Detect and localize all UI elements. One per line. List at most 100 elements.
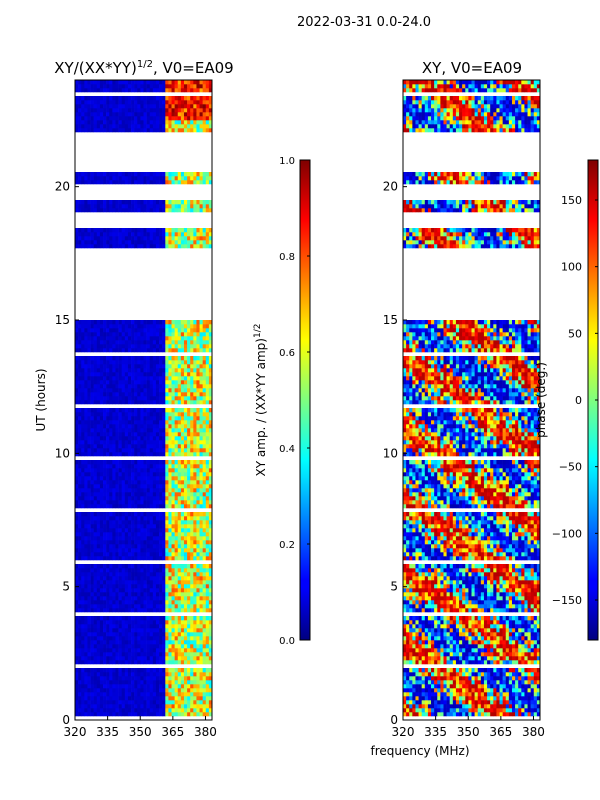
heatmap-cell [127,644,132,649]
heatmap-cell [137,360,141,365]
heatmap-cell [205,512,210,517]
heatmap-cell [177,360,182,365]
heatmap-cell [137,412,141,417]
heatmap-cell [187,492,191,497]
heatmap-cell [196,608,200,613]
heatmap-cell [84,432,88,437]
heatmap-cell [171,480,175,485]
heatmap-cell [137,200,141,205]
heatmap-cell [81,548,85,553]
heatmap-cell [152,432,157,437]
heatmap-cell [127,632,132,637]
heatmap-cell [152,88,157,93]
heatmap-cell [127,428,132,433]
heatmap-cell [137,552,141,557]
heatmap-cell [180,640,185,645]
heatmap-cell [112,488,116,493]
heatmap-cell [137,128,141,133]
heatmap-cell [165,632,169,637]
heatmap-cell [155,576,160,581]
heatmap-cell [84,620,88,625]
heatmap-cell [162,616,166,621]
heatmap-cell [137,180,141,185]
heatmap-cell [187,412,191,417]
heatmap-cell [84,616,88,621]
heatmap-cell [78,484,82,489]
heatmap-cell [143,636,147,641]
heatmap-cell [121,348,126,353]
heatmap-cell [202,512,207,517]
heatmap-cell [171,180,175,185]
heatmap-cell [112,668,116,673]
heatmap-cell [174,644,179,649]
heatmap-cell [131,348,135,353]
heatmap-cell [140,532,144,537]
heatmap-cell [124,336,129,341]
heatmap-cell [149,712,154,717]
heatmap-cell [168,328,172,333]
heatmap-cell [187,592,191,597]
heatmap-cell [121,616,126,621]
heatmap-cell [208,656,213,661]
heatmap-cell [109,424,113,429]
heatmap-cell [78,480,82,485]
heatmap-cell [93,608,98,613]
heatmap-cell [190,400,194,405]
heatmap-cell [146,472,151,477]
heatmap-cell [75,464,79,469]
heatmap-cell [193,360,197,365]
heatmap-cell [159,440,163,445]
heatmap-cell [134,564,138,569]
heatmap-cell [90,500,94,505]
heatmap-cell [174,668,179,673]
heatmap-cell [134,180,138,185]
heatmap-cell [87,120,91,125]
heatmap-cell [177,412,182,417]
heatmap-cell [190,432,194,437]
heatmap-cell [93,432,98,437]
heatmap-cell [174,100,179,105]
heatmap-cell [187,516,191,521]
heatmap-cell [159,240,163,245]
heatmap-cell [78,436,82,441]
heatmap-cell [162,504,166,509]
heatmap-cell [159,124,163,129]
heatmap-cell [152,344,157,349]
heatmap-cell [187,392,191,397]
heatmap-cell [183,688,188,693]
heatmap-cell [165,676,169,681]
heatmap-cell [112,476,116,481]
heatmap-cell [112,100,116,105]
heatmap-cell [90,84,94,89]
heatmap-cell [99,528,104,533]
heatmap-cell [99,696,104,701]
heatmap-cell [177,684,182,689]
heatmap-cell [106,176,110,181]
heatmap-cell [84,480,88,485]
heatmap-cell [171,496,175,501]
heatmap-cell [78,516,82,521]
heatmap-cell [78,368,82,373]
heatmap-cell [143,632,147,637]
heatmap-cell [162,360,166,365]
heatmap-cell [190,564,194,569]
heatmap-cell [112,552,116,557]
heatmap-cell [78,452,82,457]
heatmap-cell [168,344,172,349]
heatmap-cell [146,632,151,637]
heatmap-cell [187,464,191,469]
heatmap-cell [121,584,126,589]
heatmap-cell [84,384,88,389]
heatmap-cell [112,448,116,453]
heatmap-cell [118,552,122,557]
heatmap-cell [112,236,116,241]
heatmap-cell [109,356,113,361]
heatmap-cell [96,324,101,329]
heatmap-cell [193,476,197,481]
heatmap-cell [118,452,122,457]
heatmap-cell [171,528,175,533]
heatmap-cell [187,584,191,589]
heatmap-cell [103,660,107,665]
heatmap-cell [205,492,210,497]
heatmap-cell [196,616,200,621]
